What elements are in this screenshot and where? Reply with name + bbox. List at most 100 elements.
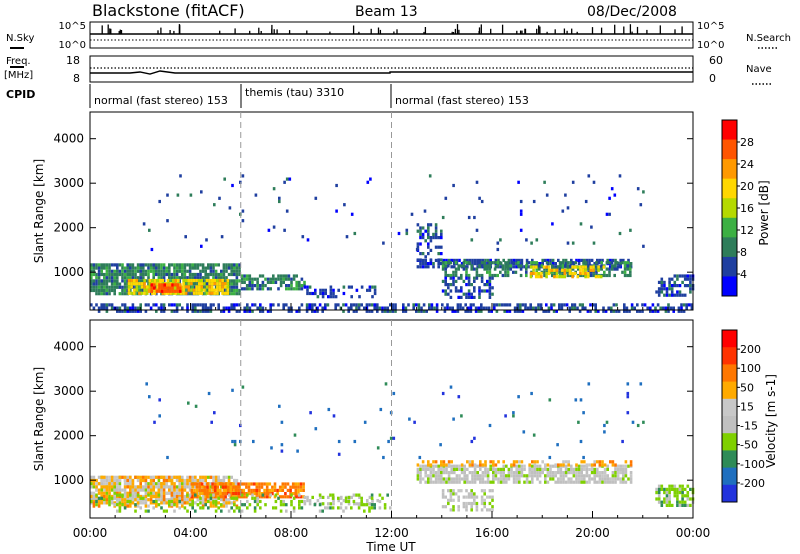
velocity-cell [440,477,443,481]
velocity-cell [452,508,455,512]
power-cell [156,282,159,286]
power-cell [160,266,163,270]
power-cell [363,306,366,310]
power-cell [282,280,285,284]
power-cell [278,199,281,204]
power-cell [480,264,484,268]
power-cell [424,258,427,262]
velocity-cell [476,477,479,481]
power-cell [149,269,153,273]
velocity-cell [497,471,500,475]
power-cell [421,265,425,269]
velocity-cell [199,496,202,500]
power-ytick-label: 3000 [53,176,84,190]
power-cell [166,193,169,197]
velocity-cell [255,488,259,492]
power-cell [545,265,548,269]
power-cell [427,252,430,256]
power-cell [506,264,510,268]
power-cell [560,303,564,307]
power-cell [463,258,466,262]
velocity-cell [227,475,231,479]
velocity-cell [136,501,140,505]
power-cell [142,276,145,280]
power-cell [166,283,169,287]
power-cell [170,276,174,280]
power-cell [561,270,564,274]
velocity-cell [515,480,518,484]
velocity-cell [515,464,518,468]
velocity-cell [564,464,568,468]
power-cell [155,289,159,293]
velocity-cell [309,411,312,415]
power-cell [116,306,119,310]
velocity-cell [462,505,466,509]
velocity-cell [230,475,233,479]
velocity-cell [432,460,435,464]
power-cell [555,271,559,276]
velocity-cell [217,501,220,505]
power-cell [347,285,351,289]
power-cell [235,279,239,283]
velocity-cell [619,477,622,481]
power-cell [259,309,262,313]
velocity-cell [437,480,440,484]
velocity-cell [227,482,231,486]
velocity-cell [108,499,111,504]
velocity-cell [457,505,460,509]
power-cell [551,270,554,274]
power-cell [143,278,146,283]
power-cell [504,270,507,274]
velocity-cell [497,467,500,471]
power-cell [110,282,114,286]
power-cell [370,309,374,313]
power-cell [545,261,549,265]
velocity-cell [564,460,568,464]
velocity-ytick-label: 1000 [53,473,84,487]
power-cell [595,267,598,271]
velocity-cell [178,475,181,479]
power-cell [473,286,476,290]
power-cell [610,264,614,268]
power-cell [677,309,681,313]
power-cell [222,263,226,267]
velocity-cell [118,493,122,497]
velocity-cell [484,463,487,467]
velocity-cell [291,485,295,489]
velocity-cell [475,505,479,509]
power-cell [170,263,174,267]
power-cell [448,306,452,310]
power-cell [542,265,546,269]
power-cell [253,303,257,307]
velocity-cell [121,501,124,505]
power-cell [238,263,241,267]
power-cell [217,306,220,310]
velocity-cell [424,480,427,484]
velocity-cell [492,471,495,475]
velocity-cell [113,485,116,489]
power-cell [421,226,425,230]
velocity-cell [222,475,226,479]
power-colorbar-tick-label: 4 [740,268,747,281]
velocity-cell [470,439,474,444]
velocity-cell [226,485,230,489]
power-cell [266,277,270,281]
power-cell [182,288,185,292]
power-cell [447,292,450,296]
velocity-cell [491,508,494,512]
velocity-cell [536,464,539,468]
power-cell [512,270,515,274]
velocity-cell [95,503,98,507]
power-cell [656,303,660,307]
velocity-cell [139,478,142,483]
velocity-cell [209,504,213,508]
velocity-cell [144,475,148,479]
velocity-cell [155,504,158,508]
power-cell [581,306,584,310]
power-cell [458,258,461,262]
power-cell [586,275,590,279]
power-cell [457,289,460,293]
power-cell [480,279,484,283]
velocity-cell [611,480,615,484]
power-cell [200,291,204,295]
